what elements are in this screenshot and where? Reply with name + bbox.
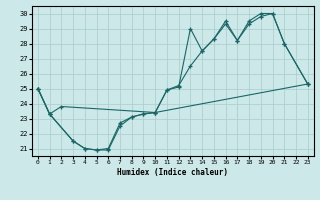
X-axis label: Humidex (Indice chaleur): Humidex (Indice chaleur)	[117, 168, 228, 177]
